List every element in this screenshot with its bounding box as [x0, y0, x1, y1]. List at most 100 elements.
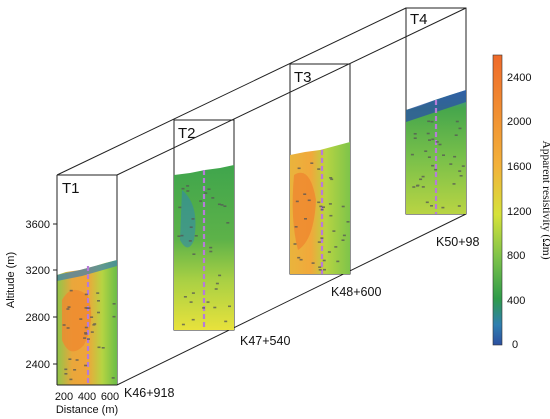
electrode-mark-t4	[441, 206, 445, 209]
electrode-mark-t1	[67, 306, 71, 308]
electrode-mark-t3	[322, 259, 326, 262]
electrode-mark-t3	[297, 167, 301, 170]
electrode-mark-t1	[90, 331, 94, 333]
y-axis-title: Altitude (m)	[5, 252, 17, 308]
electrode-mark-t2	[226, 222, 230, 224]
x-axis-title: Distance (m)	[56, 404, 118, 416]
electrode-mark-t2	[191, 292, 195, 294]
electrode-mark-t3	[329, 177, 333, 179]
electrode-mark-t4	[434, 168, 438, 171]
panel-t1-anomaly	[62, 289, 92, 352]
panel-t1	[57, 260, 117, 385]
electrode-mark-t2	[188, 240, 192, 242]
electrode-mark-t4	[458, 127, 462, 130]
electrode-mark-t4	[428, 139, 431, 141]
electrode-mark-t4	[426, 132, 430, 135]
y-axis: 2400 2800 3200 3600 Altitude (m)	[5, 175, 58, 385]
panel-t2	[174, 165, 234, 330]
panel-title-t3: T3	[294, 69, 312, 86]
electrode-mark-t2	[199, 200, 203, 202]
electrode-mark-t1	[83, 337, 87, 339]
electrode-mark-t4	[427, 120, 431, 123]
electrode-mark-t4	[413, 137, 417, 139]
electrode-mark-t3	[320, 208, 324, 211]
electrode-mark-t2	[206, 301, 210, 303]
colorbar-tick-2000: 2000	[507, 116, 531, 128]
electrode-mark-t2	[191, 218, 195, 220]
electrode-mark-t2	[177, 235, 181, 237]
colorbar-title: Apparent resistivity (Ωm)	[540, 140, 550, 259]
colorbar: 0 400 800 1200 1600 2000 2400 Apparent r…	[492, 54, 550, 351]
panel-t4-surface-conductor	[406, 90, 466, 122]
electrode-mark-t1	[112, 303, 116, 305]
station-label-k48: K48+600	[331, 285, 381, 299]
electrode-mark-t3	[341, 239, 345, 241]
electrode-mark-t1	[64, 368, 68, 371]
electrode-mark-t2	[211, 197, 215, 199]
colorbar-tick-2400: 2400	[507, 72, 531, 84]
electrode-mark-t2	[207, 188, 211, 190]
electrode-mark-t4	[427, 156, 431, 158]
panel-t2-conductor	[180, 190, 196, 248]
colorbar-tick-0: 0	[512, 339, 518, 351]
electrode-marks	[62, 120, 465, 381]
electrode-mark-t4	[454, 134, 458, 136]
electrode-mark-t4	[419, 178, 423, 181]
electrode-mark-t2	[191, 318, 195, 321]
electrode-mark-t3	[307, 199, 311, 202]
electrode-mark-t3	[297, 256, 301, 259]
electrode-mark-t2	[178, 206, 182, 209]
electrode-mark-t1	[84, 364, 88, 367]
electrode-mark-t3	[334, 246, 338, 248]
electrode-mark-t4	[459, 175, 463, 177]
electrode-mark-t2	[189, 301, 193, 303]
electrode-mark-t2	[209, 250, 213, 253]
electrode-mark-t3	[330, 178, 334, 181]
electrode-mark-t4	[413, 133, 417, 135]
electrode-mark-t4	[461, 165, 465, 167]
electrode-mark-t2	[224, 320, 228, 323]
electrode-mark-t1	[85, 307, 89, 309]
y-tick-3200: 3200	[26, 265, 50, 277]
electrode-mark-t3	[320, 237, 324, 239]
electrode-mark-t3	[332, 230, 336, 232]
electrode-mark-t2	[202, 307, 206, 309]
electrode-mark-t3	[317, 201, 321, 204]
electrode-mark-t1	[68, 358, 72, 360]
electrode-mark-t1	[84, 333, 88, 335]
electrode-mark-t3	[295, 200, 299, 203]
electrode-mark-t2	[192, 253, 196, 255]
panel-title-t1: T1	[62, 180, 80, 197]
station-label-k47: K47+540	[240, 334, 290, 348]
electrode-mark-t1	[97, 300, 100, 302]
electrode-mark-t4	[430, 120, 434, 123]
electrode-mark-t3	[317, 241, 321, 243]
electrode-mark-t2	[183, 296, 187, 298]
electrode-mark-t4	[442, 154, 445, 156]
electrode-mark-t1	[75, 359, 79, 361]
electrode-mark-t2	[186, 185, 190, 187]
electrode-mark-t2	[220, 204, 224, 206]
colorbar-tick-800: 800	[507, 250, 525, 262]
x-tick-400: 400	[78, 391, 96, 403]
electrode-mark-t2	[217, 203, 221, 206]
electrode-mark-t4	[431, 164, 435, 167]
electrode-mark-t4	[425, 201, 429, 204]
electrode-mark-t3	[311, 262, 315, 264]
electrode-mark-t1	[69, 378, 73, 381]
electrode-mark-t3	[304, 218, 307, 220]
electrode-mark-t2	[180, 234, 184, 237]
electrode-mark-t3	[294, 226, 298, 228]
electrode-mark-t3	[336, 260, 340, 263]
electrode-mark-t2	[223, 205, 227, 207]
colorbar-tick-400: 400	[507, 295, 525, 307]
electrode-mark-t1	[79, 318, 83, 320]
electrode-mark-t1	[97, 346, 101, 349]
electrode-mark-t4	[455, 120, 459, 123]
electrode-mark-t3	[329, 214, 333, 217]
colorbar-gradient	[492, 54, 503, 346]
electrode-mark-t3	[346, 221, 350, 223]
electrode-mark-t1	[84, 332, 88, 334]
electrode-mark-t1	[96, 292, 100, 294]
